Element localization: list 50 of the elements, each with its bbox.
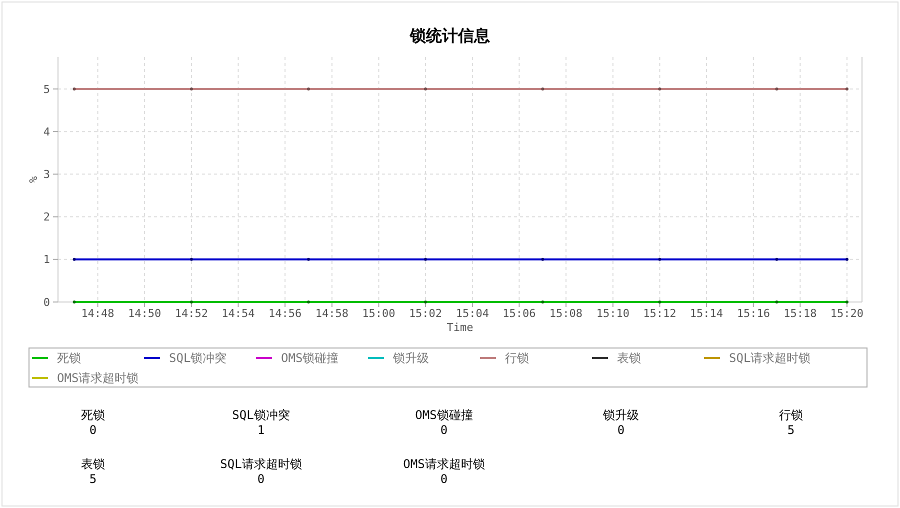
legend-label: 死锁 xyxy=(57,351,81,366)
legend-label: OMS锁碰撞 xyxy=(281,351,339,366)
y-tick-label: 1 xyxy=(43,253,50,266)
legend-label: 行锁 xyxy=(505,351,529,366)
x-tick-label: 15:02 xyxy=(408,307,442,320)
y-tick-label: 3 xyxy=(43,168,50,182)
x-tick-label: 14:56 xyxy=(268,307,302,320)
category-label: SQL请求超时锁 xyxy=(220,457,302,471)
category-label: OMS请求超时锁 xyxy=(403,457,485,471)
x-tick-label: 14:48 xyxy=(81,307,114,320)
x-tick-label: 15:04 xyxy=(456,307,490,320)
data-label: 0 xyxy=(617,423,625,437)
x-tick-label: 14:54 xyxy=(222,307,256,320)
y-tick-label: 5 xyxy=(43,82,50,96)
x-tick-label: 14:52 xyxy=(174,307,208,320)
x-tick-label: 15:16 xyxy=(736,307,770,320)
x-tick-label: 15:12 xyxy=(643,307,676,320)
legend-label: SQL锁冲突 xyxy=(169,351,227,366)
y-axis-title: % xyxy=(27,176,40,183)
x-tick-label: 15:06 xyxy=(502,307,536,320)
legend-label: 锁升级 xyxy=(392,351,429,366)
y-tick-label: 2 xyxy=(43,210,50,224)
legend-label: SQL请求超时锁 xyxy=(729,351,811,366)
category-label: OMS锁碰撞 xyxy=(415,408,473,422)
chart-title: 锁统计信息 xyxy=(409,26,491,45)
data-label: 5 xyxy=(787,423,795,437)
x-tick-label: 15:10 xyxy=(596,307,630,320)
category-label: SQL锁冲突 xyxy=(232,408,290,422)
data-label: 0 xyxy=(440,472,448,486)
legend-label: 表锁 xyxy=(617,351,641,366)
category-label: 行锁 xyxy=(779,408,803,422)
data-label: 0 xyxy=(440,423,448,437)
x-tick-label: 15:18 xyxy=(784,307,817,320)
category-label: 表锁 xyxy=(81,457,105,471)
x-tick-label: 15:20 xyxy=(830,307,864,320)
x-tick-label: 14:50 xyxy=(128,307,162,320)
x-tick-label: 15:00 xyxy=(362,307,396,320)
y-tick-label: 4 xyxy=(43,125,50,138)
data-label: 5 xyxy=(89,472,97,486)
x-tick-label: 14:58 xyxy=(315,307,349,320)
data-label: 0 xyxy=(257,472,265,486)
category-label: 锁升级 xyxy=(602,408,639,422)
x-tick-label: 15:14 xyxy=(690,307,724,320)
category-label: 死锁 xyxy=(81,408,105,422)
data-label: 1 xyxy=(257,423,265,437)
x-axis-title: Time xyxy=(446,321,474,334)
legend-label: OMS请求超时锁 xyxy=(57,371,139,386)
data-label: 0 xyxy=(89,423,97,437)
y-tick-label: 0 xyxy=(43,296,50,309)
x-tick-label: 15:08 xyxy=(549,307,583,320)
